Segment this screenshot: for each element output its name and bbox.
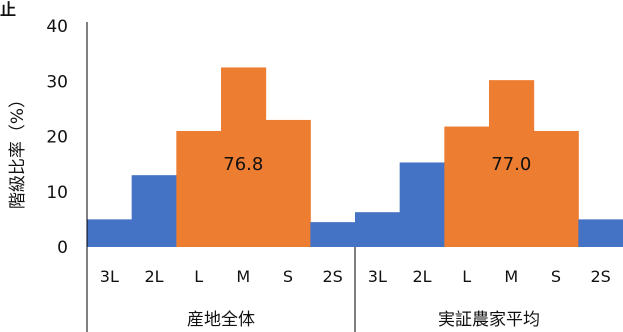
y-tick-label: 30 <box>46 72 68 92</box>
group-label: 産地全体 <box>187 310 255 330</box>
x-tick-label: 2S <box>590 267 610 286</box>
y-tick-label: 20 <box>46 128 68 148</box>
y-axis-label: 階級比率（%） <box>8 91 28 209</box>
data-label: 77.0 <box>491 154 531 175</box>
data-label: 76.8 <box>223 154 263 175</box>
bar-1-2S <box>310 222 356 247</box>
bar-2-2S <box>578 219 623 247</box>
axes-layer: 3L 2L L M S 2S 産地全体 3L 2L L M S 2S 実証農家平均 0 10 20 30 40 <box>46 17 611 332</box>
x-tick-label: M <box>504 267 518 286</box>
bar-2-3L <box>355 212 401 247</box>
y-tick-label: 40 <box>46 17 68 37</box>
group-label: 実証農家平均 <box>438 310 540 330</box>
bar-2-L <box>444 126 490 247</box>
x-tick-label: 2L <box>144 267 163 286</box>
x-tick-label: 3L <box>368 267 387 286</box>
y-tick-label: 0 <box>57 238 68 258</box>
bar-1-L <box>176 130 222 247</box>
bar-1-M <box>221 67 267 247</box>
corner-text: 止 <box>0 0 16 19</box>
x-tick-label: 3L <box>100 267 119 286</box>
bar-2-2L <box>399 162 445 247</box>
bar-2-M <box>489 80 535 248</box>
annotations-layer: 76.8 77.0 <box>223 154 531 175</box>
y-tick-label: 10 <box>46 183 68 203</box>
bars-layer <box>87 67 623 248</box>
x-tick-label: L <box>194 267 203 286</box>
bar-1-S <box>265 119 311 247</box>
x-tick-label: 2L <box>412 267 431 286</box>
x-tick-label: S <box>283 267 293 286</box>
x-tick-label: M <box>236 267 250 286</box>
bar-2-S <box>533 130 579 247</box>
bar-1-3L <box>87 219 133 247</box>
x-tick-label: 2S <box>322 267 342 286</box>
x-tick-label: S <box>551 267 561 286</box>
x-tick-label: L <box>462 267 471 286</box>
bar-1-2L <box>131 175 177 247</box>
